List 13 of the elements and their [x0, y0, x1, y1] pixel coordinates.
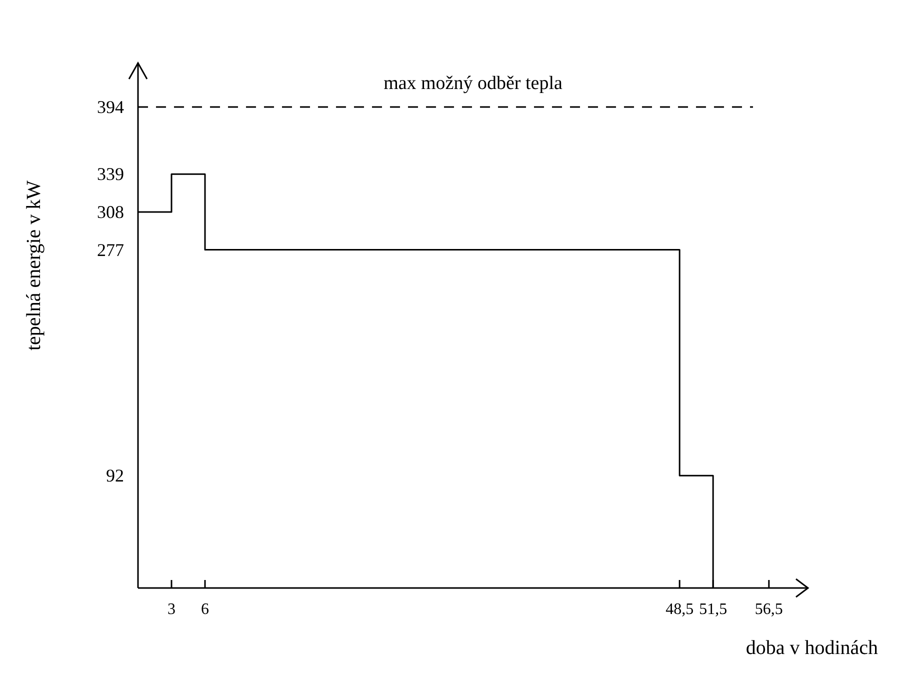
x-tick-label: 51,5: [699, 601, 728, 618]
x-tick-label: 56,5: [754, 601, 783, 618]
x-tick-label: 3: [168, 601, 176, 618]
ref-line-label: max možný odběr tepla: [384, 72, 563, 94]
x-axis-title: doba v hodinách: [746, 637, 878, 659]
x-tick-label: 48,5: [666, 601, 694, 618]
y-tick-label: 339: [97, 164, 124, 184]
x-tick-label: 6: [201, 601, 209, 618]
y-tick-label: 308: [97, 202, 124, 222]
y-tick-label: 277: [97, 240, 124, 260]
y-tick-label: 394: [97, 96, 124, 117]
y-tick-label: 92: [106, 466, 124, 486]
y-axis-title: tepelná energie v kW: [23, 180, 45, 351]
